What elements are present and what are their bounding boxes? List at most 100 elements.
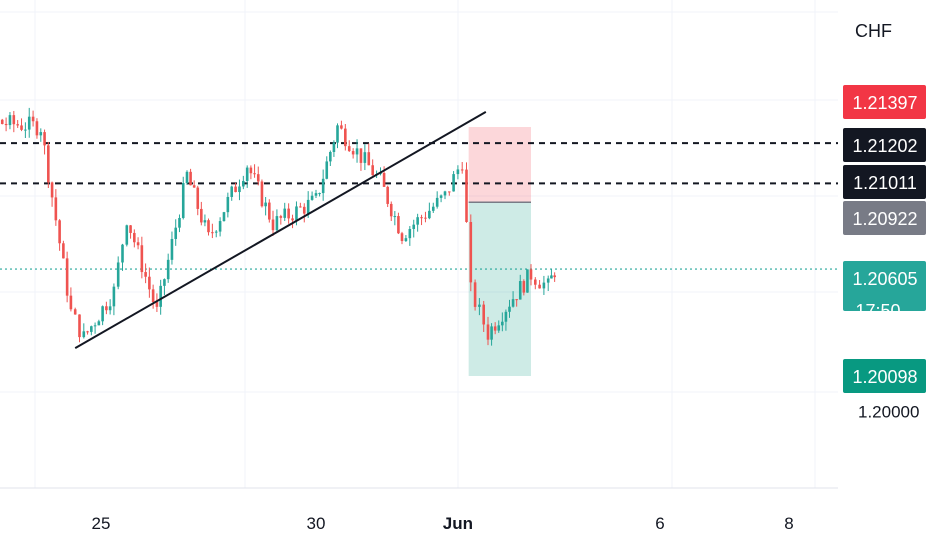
candle bbox=[234, 182, 237, 193]
candle-body bbox=[325, 161, 329, 179]
candle bbox=[16, 120, 19, 128]
candle bbox=[249, 165, 253, 180]
candle bbox=[448, 191, 451, 196]
candle-body bbox=[27, 116, 31, 130]
candle-body bbox=[214, 231, 218, 233]
candle-body bbox=[295, 206, 298, 221]
candle-body bbox=[264, 202, 267, 207]
candle-body bbox=[497, 325, 501, 331]
time-axis[interactable]: 25 30 Jun 6 8 bbox=[0, 487, 838, 533]
candle bbox=[260, 179, 264, 208]
candle bbox=[355, 139, 359, 163]
candle-body bbox=[43, 132, 46, 146]
candle bbox=[452, 171, 455, 192]
stop-loss-zone[interactable] bbox=[468, 127, 531, 203]
candle-body bbox=[486, 324, 490, 340]
candle bbox=[133, 229, 136, 248]
price-tag[interactable]: 1.20605 17:50 bbox=[843, 261, 926, 321]
candle bbox=[515, 299, 518, 307]
candle bbox=[58, 219, 61, 251]
candle bbox=[174, 219, 178, 246]
candle bbox=[211, 223, 214, 239]
candle bbox=[207, 218, 210, 236]
candle bbox=[4, 117, 8, 132]
price-tag[interactable]: 1.20922 bbox=[843, 201, 926, 235]
candle-body bbox=[439, 195, 443, 198]
candle-body bbox=[163, 279, 166, 286]
candle bbox=[151, 284, 155, 309]
candle bbox=[24, 122, 27, 139]
candle-body bbox=[54, 197, 58, 221]
candle bbox=[196, 185, 200, 216]
candle bbox=[504, 309, 508, 331]
candle-body bbox=[253, 173, 256, 175]
candle-body bbox=[90, 326, 93, 332]
candle bbox=[518, 274, 522, 300]
candle-body bbox=[0, 119, 4, 124]
candle-body bbox=[332, 142, 336, 152]
candle-body bbox=[185, 171, 189, 184]
candle bbox=[230, 185, 234, 201]
candle-body bbox=[166, 259, 170, 280]
trendline-group[interactable] bbox=[74, 111, 487, 350]
price-axis[interactable]: CHF 1.20000 1.21397 1.21202 1.21011 1.20922 1… bbox=[843, 21, 926, 422]
price-tag-bg bbox=[843, 128, 926, 162]
candle bbox=[47, 141, 50, 189]
price-tag[interactable]: 1.21202 bbox=[843, 128, 926, 162]
candle-body bbox=[78, 314, 81, 338]
candle-body bbox=[189, 171, 192, 186]
candle-body bbox=[136, 242, 140, 246]
candle bbox=[279, 214, 283, 225]
candle bbox=[522, 279, 526, 296]
price-tag-value: 1.21397 bbox=[852, 93, 917, 113]
candle bbox=[136, 237, 140, 250]
candle bbox=[443, 190, 447, 200]
candle-body bbox=[82, 331, 86, 338]
short-position-tool[interactable] bbox=[468, 127, 531, 376]
candle bbox=[542, 275, 546, 295]
candle bbox=[82, 323, 86, 339]
candle bbox=[508, 299, 511, 318]
price-tag[interactable]: 1.21397 bbox=[843, 85, 926, 119]
candle-body bbox=[31, 116, 35, 122]
candle bbox=[242, 175, 245, 190]
price-tag[interactable]: 1.20098 bbox=[843, 359, 926, 393]
candle-body bbox=[16, 124, 19, 126]
candle bbox=[478, 298, 481, 316]
price-tag-bg bbox=[843, 201, 926, 235]
candle-body bbox=[416, 217, 419, 225]
candle-body bbox=[393, 216, 397, 218]
candle bbox=[490, 323, 493, 346]
candle-body bbox=[218, 221, 222, 232]
candle bbox=[275, 209, 279, 233]
candle-body bbox=[302, 206, 306, 214]
candle bbox=[287, 203, 290, 224]
candle-body bbox=[412, 224, 416, 230]
candle-body bbox=[125, 225, 129, 245]
trendline[interactable] bbox=[74, 111, 487, 350]
candle-body bbox=[101, 306, 104, 322]
candles bbox=[0, 107, 556, 346]
candle bbox=[69, 287, 73, 312]
candle bbox=[511, 291, 515, 308]
candle bbox=[404, 235, 408, 242]
candle-body bbox=[279, 216, 283, 218]
horizontal-levels[interactable] bbox=[0, 142, 838, 270]
candle-body bbox=[469, 222, 473, 283]
price-tick-label: 1.20000 bbox=[858, 403, 919, 422]
take-profit-zone[interactable] bbox=[468, 202, 531, 376]
candle-body bbox=[448, 191, 451, 193]
candle-body bbox=[321, 178, 325, 194]
candle bbox=[340, 120, 343, 130]
candle-body bbox=[299, 206, 302, 208]
price-tag[interactable]: 1.21011 bbox=[843, 165, 926, 199]
price-tag-bg bbox=[843, 261, 926, 311]
candle-body bbox=[553, 275, 556, 278]
candle-body bbox=[121, 244, 124, 263]
candle-body bbox=[538, 284, 541, 289]
candle bbox=[97, 319, 101, 326]
candle-body bbox=[69, 295, 73, 310]
candle-body bbox=[518, 281, 522, 300]
